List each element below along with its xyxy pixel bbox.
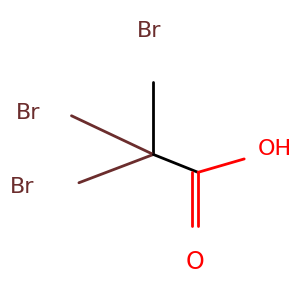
Text: O: O	[186, 250, 204, 274]
Text: Br: Br	[137, 21, 161, 41]
Text: OH: OH	[258, 139, 292, 158]
Text: Br: Br	[16, 103, 41, 123]
Text: Br: Br	[10, 177, 34, 197]
